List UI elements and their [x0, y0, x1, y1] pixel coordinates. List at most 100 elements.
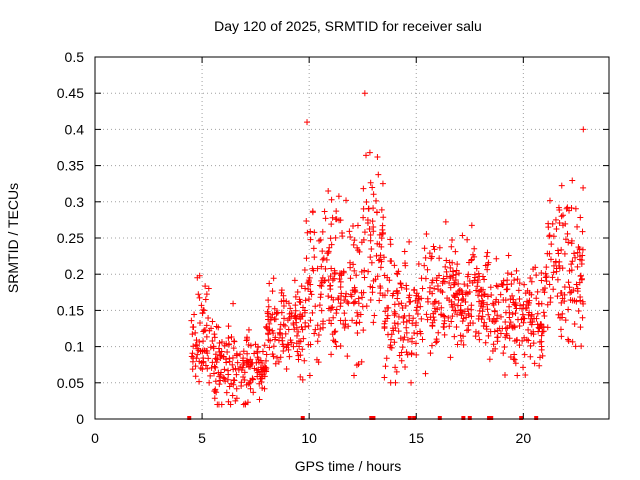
- data-point: [321, 208, 328, 215]
- data-point: [273, 309, 280, 316]
- data-point: [255, 359, 262, 366]
- data-point: [206, 327, 213, 334]
- data-point-zero: [519, 416, 524, 420]
- data-point: [391, 312, 398, 319]
- data-point: [370, 191, 377, 198]
- data-point: [270, 275, 277, 282]
- data-point: [343, 197, 350, 204]
- data-point: [558, 314, 565, 321]
- data-point: [295, 356, 302, 363]
- data-point: [370, 205, 377, 212]
- data-point: [325, 277, 332, 284]
- data-point: [505, 252, 512, 259]
- data-point: [233, 385, 240, 392]
- data-point: [527, 274, 534, 281]
- data-point: [293, 314, 300, 321]
- data-point: [307, 236, 314, 243]
- data-point: [579, 275, 586, 282]
- data-point: [288, 313, 295, 320]
- data-point: [203, 333, 210, 340]
- data-point: [443, 257, 450, 264]
- data-point: [415, 260, 422, 267]
- data-point: [561, 283, 568, 290]
- data-point: [193, 342, 200, 349]
- data-point: [552, 258, 559, 265]
- data-point: [205, 314, 212, 321]
- data-point: [503, 286, 510, 293]
- data-point: [447, 354, 454, 361]
- data-point-zero: [371, 416, 376, 420]
- data-point: [259, 348, 266, 355]
- data-point: [240, 374, 247, 381]
- data-point: [469, 251, 476, 258]
- data-point: [370, 223, 377, 230]
- data-point: [408, 350, 415, 357]
- data-point: [294, 348, 301, 355]
- data-point: [242, 400, 249, 407]
- data-point: [201, 327, 208, 334]
- data-point: [315, 332, 322, 339]
- x-tick-label: 20: [516, 430, 532, 446]
- data-point: [301, 307, 308, 314]
- data-point: [448, 318, 455, 325]
- data-point: [500, 277, 507, 284]
- data-point: [265, 331, 272, 338]
- data-point: [431, 285, 438, 292]
- data-point: [349, 317, 356, 324]
- data-point: [203, 291, 210, 298]
- data-point: [367, 237, 374, 244]
- data-point: [536, 338, 543, 345]
- data-point: [476, 273, 483, 280]
- data-point: [197, 364, 204, 371]
- data-point: [356, 248, 363, 255]
- data-point: [194, 274, 201, 281]
- data-point: [325, 305, 332, 312]
- data-point: [450, 292, 457, 299]
- data-point: [516, 295, 523, 302]
- data-point: [394, 290, 401, 297]
- data-point: [495, 299, 502, 306]
- data-point: [435, 329, 442, 336]
- data-point: [379, 180, 386, 187]
- data-point: [345, 300, 352, 307]
- data-point: [564, 204, 571, 211]
- data-point: [459, 232, 466, 239]
- data-point: [269, 351, 276, 358]
- data-point: [399, 344, 406, 351]
- data-point: [571, 320, 578, 327]
- data-point: [293, 324, 300, 331]
- data-point: [344, 353, 351, 360]
- data-point: [309, 265, 316, 272]
- data-point: [265, 337, 272, 344]
- data-point: [328, 265, 335, 272]
- data-point: [234, 359, 241, 366]
- data-point: [543, 264, 550, 271]
- data-point: [558, 299, 565, 306]
- data-point: [277, 326, 284, 333]
- data-point: [380, 254, 387, 261]
- data-point: [328, 351, 335, 358]
- data-point: [384, 331, 391, 338]
- data-point: [442, 263, 449, 270]
- data-point: [299, 376, 306, 383]
- data-point-zero: [412, 416, 417, 420]
- data-point: [314, 265, 321, 272]
- data-point: [386, 277, 393, 284]
- data-point: [293, 332, 300, 339]
- y-tick-label: 0.35: [57, 158, 84, 174]
- data-point: [470, 320, 477, 327]
- y-tick-label: 0.5: [65, 49, 85, 65]
- data-point: [230, 345, 237, 352]
- data-point: [441, 320, 448, 327]
- data-point: [364, 216, 371, 223]
- data-point: [408, 379, 415, 386]
- data-point: [341, 310, 348, 317]
- data-point: [233, 371, 240, 378]
- data-point: [291, 326, 298, 333]
- data-point: [192, 341, 199, 348]
- data-point: [509, 324, 516, 331]
- data-point: [419, 336, 426, 343]
- data-point: [317, 294, 324, 301]
- data-point: [580, 300, 587, 307]
- data-point: [245, 326, 252, 333]
